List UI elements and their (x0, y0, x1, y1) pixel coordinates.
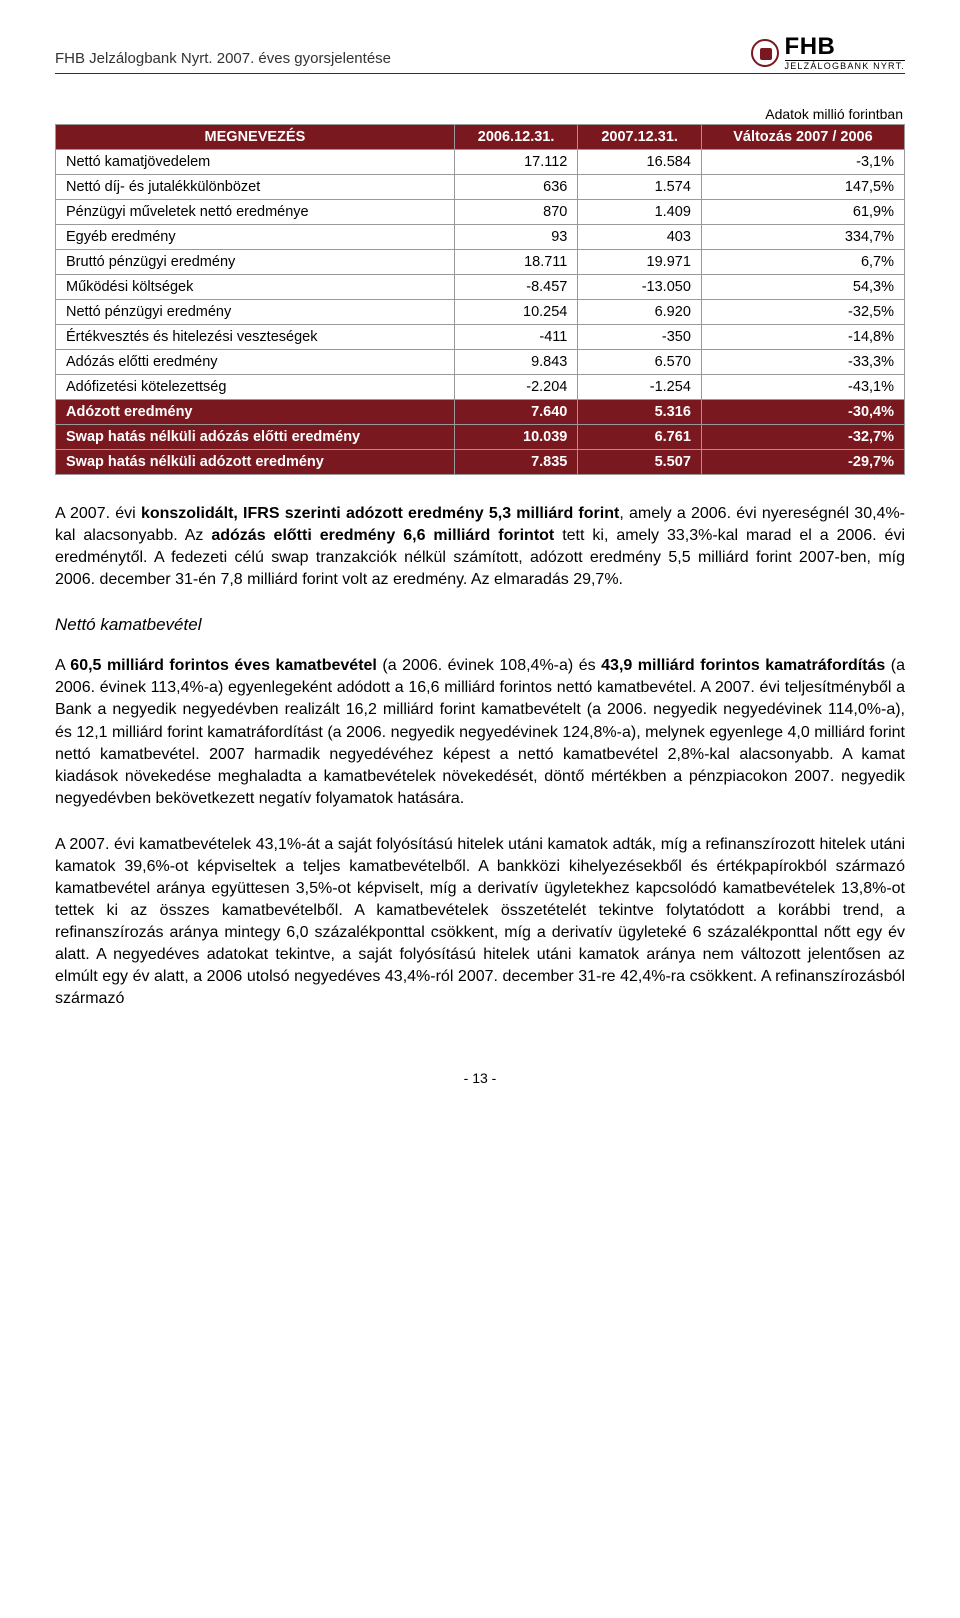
table-row: Adófizetési kötelezettség-2.204-1.254-43… (56, 375, 905, 400)
row-value: -33,3% (701, 350, 904, 375)
p1-bold-1: adózás előtti eredmény 6,6 milliárd fori… (211, 527, 554, 544)
paragraph-3: A 2007. évi kamatbevételek 43,1%-át a sa… (55, 834, 905, 1011)
row-value: -411 (454, 325, 578, 350)
row-value: -29,7% (701, 450, 904, 475)
table-row: Nettó pénzügyi eredmény10.2546.920-32,5% (56, 300, 905, 325)
table-row: Swap hatás nélküli adózott eredmény7.835… (56, 450, 905, 475)
row-value: 9.843 (454, 350, 578, 375)
paragraph-1: A 2007. évi konszolidált, IFRS szerinti … (55, 503, 905, 591)
company-logo: FHB JELZÁLOGBANK NYRT. (751, 35, 905, 71)
row-value: -3,1% (701, 150, 904, 175)
row-value: 5.316 (578, 400, 702, 425)
col-label: MEGNEVEZÉS (56, 125, 455, 150)
row-label: Nettó díj- és jutalékkülönbözet (56, 175, 455, 200)
row-value: 6.920 (578, 300, 702, 325)
section-title: Nettó kamatbevétel (55, 615, 905, 635)
row-label: Adózott eredmény (56, 400, 455, 425)
row-value: 18.711 (454, 250, 578, 275)
p2-text: (a 2006. évinek 108,4%-a) és (377, 657, 601, 674)
financial-table: MEGNEVEZÉS 2006.12.31. 2007.12.31. Válto… (55, 124, 905, 475)
row-value: -32,7% (701, 425, 904, 450)
row-value: 10.254 (454, 300, 578, 325)
row-value: -30,4% (701, 400, 904, 425)
row-label: Adózás előtti eredmény (56, 350, 455, 375)
row-value: 7.640 (454, 400, 578, 425)
table-row: Értékvesztés és hitelezési veszteségek-4… (56, 325, 905, 350)
row-value: 636 (454, 175, 578, 200)
row-value: 16.584 (578, 150, 702, 175)
row-label: Egyéb eredmény (56, 225, 455, 250)
logo-main: FHB (785, 35, 905, 59)
logo-sub: JELZÁLOGBANK NYRT. (785, 60, 905, 71)
row-value: 54,3% (701, 275, 904, 300)
p1-text: A 2007. évi (55, 505, 141, 522)
row-value: 19.971 (578, 250, 702, 275)
page-header: FHB Jelzálogbank Nyrt. 2007. éves gyorsj… (55, 35, 905, 74)
table-header-row: MEGNEVEZÉS 2006.12.31. 2007.12.31. Válto… (56, 125, 905, 150)
row-value: 7.835 (454, 450, 578, 475)
row-label: Bruttó pénzügyi eredmény (56, 250, 455, 275)
p2-text: A (55, 657, 70, 674)
row-value: -43,1% (701, 375, 904, 400)
row-value: 1.574 (578, 175, 702, 200)
row-value: -13.050 (578, 275, 702, 300)
row-value: -8.457 (454, 275, 578, 300)
row-value: -14,8% (701, 325, 904, 350)
row-value: 334,7% (701, 225, 904, 250)
row-label: Swap hatás nélküli adózás előtti eredmén… (56, 425, 455, 450)
row-value: 6.570 (578, 350, 702, 375)
table-row: Nettó kamatjövedelem17.11216.584-3,1% (56, 150, 905, 175)
table-row: Nettó díj- és jutalékkülönbözet6361.5741… (56, 175, 905, 200)
row-value: 6,7% (701, 250, 904, 275)
row-label: Adófizetési kötelezettség (56, 375, 455, 400)
row-value: -2.204 (454, 375, 578, 400)
table-row: Bruttó pénzügyi eredmény18.71119.9716,7% (56, 250, 905, 275)
row-value: -1.254 (578, 375, 702, 400)
row-value: -32,5% (701, 300, 904, 325)
row-value: -350 (578, 325, 702, 350)
row-value: 93 (454, 225, 578, 250)
col-change: Változás 2007 / 2006 (701, 125, 904, 150)
p2-bold-0: 60,5 milliárd forintos éves kamatbevétel (70, 657, 377, 674)
row-value: 5.507 (578, 450, 702, 475)
table-row: Működési költségek-8.457-13.05054,3% (56, 275, 905, 300)
row-value: 1.409 (578, 200, 702, 225)
table-row: Adózott eredmény7.6405.316-30,4% (56, 400, 905, 425)
row-label: Működési költségek (56, 275, 455, 300)
row-value: 147,5% (701, 175, 904, 200)
table-caption: Adatok millió forintban (55, 106, 905, 122)
p1-bold-0: konszolidált, IFRS szerinti adózott ered… (141, 505, 619, 522)
logo-icon (751, 39, 779, 67)
paragraph-2: A 60,5 milliárd forintos éves kamatbevét… (55, 655, 905, 810)
row-value: 6.761 (578, 425, 702, 450)
table-row: Egyéb eredmény93403334,7% (56, 225, 905, 250)
col-2007: 2007.12.31. (578, 125, 702, 150)
row-value: 17.112 (454, 150, 578, 175)
col-2006: 2006.12.31. (454, 125, 578, 150)
row-label: Nettó pénzügyi eredmény (56, 300, 455, 325)
table-row: Pénzügyi műveletek nettó eredménye8701.4… (56, 200, 905, 225)
page-number: - 13 - (55, 1070, 905, 1086)
row-value: 61,9% (701, 200, 904, 225)
table-row: Swap hatás nélküli adózás előtti eredmén… (56, 425, 905, 450)
p2-text: (a 2006. évinek 113,4%-a) egyenlegeként … (55, 657, 905, 806)
logo-text: FHB JELZÁLOGBANK NYRT. (785, 35, 905, 71)
p2-bold-1: 43,9 milliárd forintos kamatráfordítás (601, 657, 885, 674)
row-label: Értékvesztés és hitelezési veszteségek (56, 325, 455, 350)
table-row: Adózás előtti eredmény9.8436.570-33,3% (56, 350, 905, 375)
row-label: Pénzügyi műveletek nettó eredménye (56, 200, 455, 225)
row-label: Swap hatás nélküli adózott eredmény (56, 450, 455, 475)
row-value: 10.039 (454, 425, 578, 450)
row-value: 403 (578, 225, 702, 250)
row-value: 870 (454, 200, 578, 225)
header-title: FHB Jelzálogbank Nyrt. 2007. éves gyorsj… (55, 50, 391, 71)
row-label: Nettó kamatjövedelem (56, 150, 455, 175)
